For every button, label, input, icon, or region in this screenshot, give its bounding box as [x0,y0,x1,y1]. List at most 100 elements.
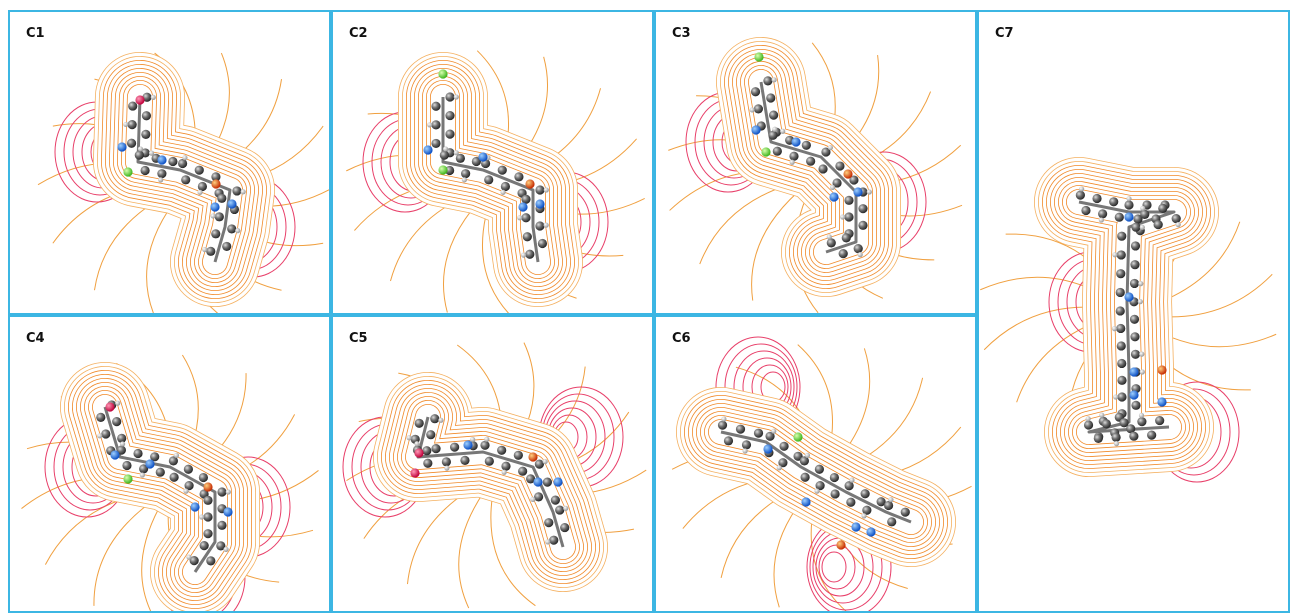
atom-carbon [222,242,231,251]
panel-label: C7 [995,26,1014,41]
atom-hetero [105,402,114,411]
atom-carbon [430,414,439,423]
atom-hydrogen [1113,394,1118,399]
atom-carbon [426,430,435,439]
atom-carbon [538,239,547,248]
atom-carbon [156,468,165,477]
atom-hydrogen [1086,416,1091,421]
atom-carbon [831,489,840,498]
atom-hetero [851,522,860,531]
atom-carbon [766,93,775,102]
atom-hydrogen [544,223,549,228]
atom-hydrogen [1139,352,1144,357]
atom-carbon [431,102,440,111]
atom-carbon [140,166,149,175]
atom-hydrogen [97,433,102,438]
atom-hydrogen [1140,369,1145,374]
atom-carbon [818,164,827,173]
atom-carbon [203,496,212,505]
esp-map [656,317,975,611]
atom-carbon [1081,206,1090,215]
panel: C1 [8,10,331,315]
atom-carbon [199,473,208,482]
atom-hydrogen [202,247,207,252]
atom-carbon [1130,315,1139,324]
atom-hetero [801,497,810,506]
atom-carbon [1115,213,1124,222]
atom-carbon [751,87,760,96]
atom-hetero [525,179,534,188]
atom-hydrogen [1138,281,1143,286]
atom-hydrogen [151,95,156,100]
atom-carbon [157,169,166,178]
atom-carbon [203,512,212,521]
esp-map [979,12,1288,611]
atom-carbon [217,194,226,203]
atom-hetero [843,169,852,178]
atom-carbon [1130,260,1139,269]
atom-carbon [846,498,855,507]
atom-hydrogen [454,94,459,99]
panel: C5 [331,315,654,613]
atom-carbon [1116,306,1125,315]
atom-hetero [463,440,472,449]
atom-carbon [1117,392,1126,401]
atom-hydrogen [197,190,202,195]
esp-map [333,317,652,611]
atom-hydrogen [545,539,550,544]
atom-carbon [551,496,560,505]
atom-carbon [835,161,844,170]
atom-carbon [1131,241,1140,250]
atom-hydrogen [805,453,810,458]
atom-hydrogen [849,478,854,483]
atom-hydrogen [186,555,191,560]
negative-contour [822,552,846,582]
atom-hydrogen [502,470,507,475]
panel-label: C1 [26,26,45,41]
atom-carbon [142,111,151,120]
atom-carbon [1116,269,1125,278]
atom-hydrogen [462,177,467,182]
atom-hydrogen [830,185,835,190]
panel: C6 [654,315,977,613]
atom-carbon [423,459,432,468]
atom-carbon [827,238,836,247]
esp-map [10,317,329,611]
atom-hetero [829,192,838,201]
atom-hetero [123,167,132,176]
atom-hetero [117,142,126,151]
atom-carbon [842,233,851,242]
atom-carbon [227,224,236,233]
atom-carbon [445,130,454,139]
atom-carbon [901,508,910,517]
atom-carbon [773,147,782,156]
atom-carbon [844,196,853,205]
atom-carbon [206,247,215,256]
atom-carbon [112,417,121,426]
atom-hetero [761,147,770,156]
atom-carbon [535,221,544,230]
atom-hydrogen [530,497,535,502]
esp-map [10,12,329,313]
atom-carbon [861,489,870,498]
atom-carbon [1084,420,1093,429]
atom-carbon [1094,434,1103,443]
atom-carbon [1092,194,1101,203]
atom-hydrogen [1126,196,1131,201]
atom-carbon [549,536,558,545]
atom-hetero [478,152,487,161]
atom-carbon [450,443,459,452]
atom-hydrogen [1112,326,1117,331]
atom-hydrogen [780,129,785,134]
atom-hydrogen [814,489,819,494]
atom-carbon [844,212,853,221]
atom-hydrogen [772,127,777,132]
atom-carbon [442,457,451,466]
atom-carbon [801,473,810,482]
atom-hetero [223,507,232,516]
atom-carbon [1117,376,1126,385]
atom-hydrogen [123,122,128,127]
atom-carbon [858,221,867,230]
atom-hydrogen [772,77,777,82]
atom-carbon [184,465,193,474]
